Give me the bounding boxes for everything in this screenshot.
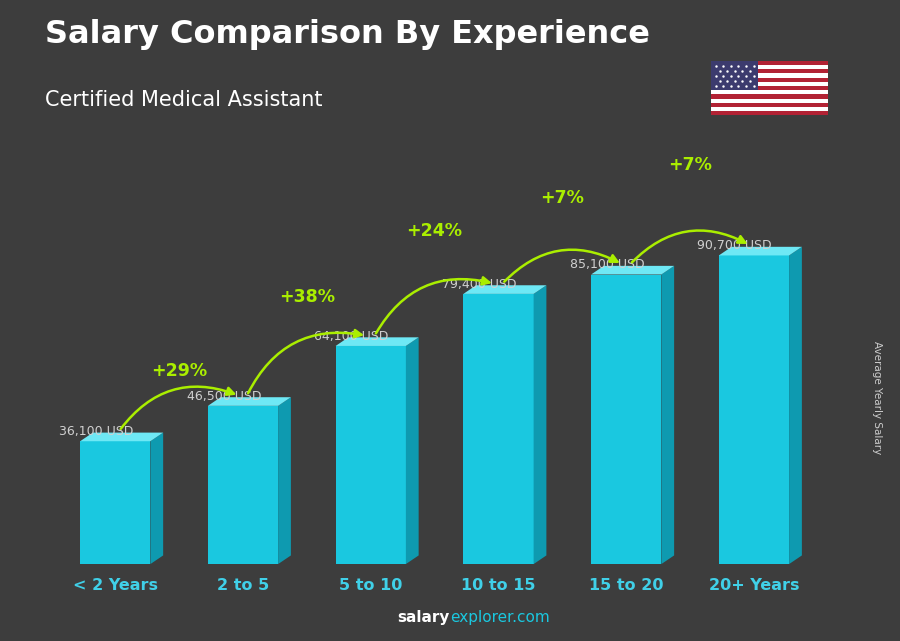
- Bar: [208, 406, 278, 564]
- Bar: [711, 111, 828, 115]
- Polygon shape: [719, 247, 802, 256]
- Bar: [711, 82, 828, 86]
- Text: Average Yearly Salary: Average Yearly Salary: [872, 341, 883, 454]
- Text: 46,500 USD: 46,500 USD: [186, 390, 261, 403]
- Bar: [711, 107, 828, 111]
- Text: 64,100 USD: 64,100 USD: [314, 330, 389, 343]
- Bar: [711, 65, 828, 69]
- Text: +38%: +38%: [279, 288, 335, 306]
- Bar: [711, 61, 828, 65]
- Bar: [591, 274, 662, 564]
- Polygon shape: [208, 397, 291, 406]
- Bar: [464, 294, 534, 564]
- Bar: [711, 74, 828, 78]
- Polygon shape: [336, 337, 418, 346]
- Polygon shape: [80, 433, 163, 441]
- Text: +7%: +7%: [540, 189, 584, 207]
- Bar: [711, 69, 828, 74]
- Text: 79,400 USD: 79,400 USD: [442, 278, 517, 291]
- Text: 36,100 USD: 36,100 USD: [58, 425, 133, 438]
- Bar: [711, 86, 828, 90]
- Bar: [711, 99, 828, 103]
- Bar: [711, 78, 828, 82]
- Bar: [80, 441, 150, 564]
- Text: salary: salary: [398, 610, 450, 625]
- Text: Salary Comparison By Experience: Salary Comparison By Experience: [45, 19, 650, 50]
- Text: explorer.com: explorer.com: [450, 610, 550, 625]
- Text: 90,700 USD: 90,700 USD: [698, 239, 772, 253]
- Bar: [719, 256, 789, 564]
- Polygon shape: [534, 285, 546, 564]
- Text: Certified Medical Assistant: Certified Medical Assistant: [45, 90, 322, 110]
- Bar: [711, 94, 828, 99]
- Polygon shape: [150, 433, 163, 564]
- Text: +29%: +29%: [151, 362, 207, 380]
- Text: 85,100 USD: 85,100 USD: [570, 258, 644, 271]
- Polygon shape: [464, 285, 546, 294]
- Polygon shape: [662, 266, 674, 564]
- Polygon shape: [278, 397, 291, 564]
- Bar: [336, 346, 406, 564]
- Bar: [711, 103, 828, 107]
- Bar: [711, 61, 758, 90]
- Polygon shape: [789, 247, 802, 564]
- Text: +7%: +7%: [668, 156, 712, 174]
- Bar: [711, 90, 828, 94]
- Text: +24%: +24%: [407, 222, 463, 240]
- Polygon shape: [406, 337, 419, 564]
- Polygon shape: [591, 266, 674, 274]
